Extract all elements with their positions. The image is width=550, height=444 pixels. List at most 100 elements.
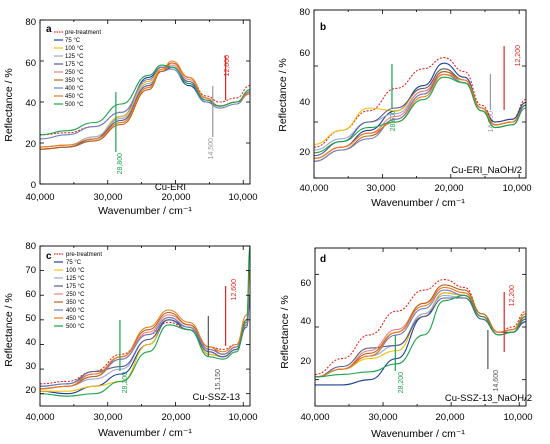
x-tick-label: 40,000 bbox=[299, 183, 328, 194]
y-tick-label: 50 bbox=[25, 313, 36, 324]
legend-label: pre-treatment bbox=[65, 30, 101, 36]
series-line bbox=[313, 57, 527, 148]
series-line bbox=[39, 64, 251, 136]
y-tick-label: 60 bbox=[25, 58, 36, 69]
legend-label: 175 °C bbox=[66, 284, 85, 290]
x-tick-label: 30,000 bbox=[93, 192, 122, 203]
plot-frame bbox=[313, 9, 527, 179]
plot-frame bbox=[39, 245, 251, 407]
legend-label: 500 °C bbox=[65, 102, 84, 108]
x-tick-label: 20,000 bbox=[434, 183, 463, 194]
series-line bbox=[314, 286, 527, 378]
y-tick-labels: 20 30 40 50 60 70 80 bbox=[25, 241, 36, 396]
y-tick-label: 60 bbox=[25, 289, 36, 300]
y-axis-label: Reflectance / % bbox=[277, 58, 289, 132]
y-tick-label: 40 bbox=[25, 98, 36, 109]
annotations: 28,200 14,600 12,200 bbox=[398, 285, 516, 394]
x-tick-labels: 40,000 30,000 20,000 10,000 bbox=[25, 412, 257, 423]
x-axis-label: Wavenumber / cm⁻¹ bbox=[98, 427, 192, 439]
annotation-label: 28,200 bbox=[122, 372, 129, 394]
annotation-label: 12,600 bbox=[231, 279, 238, 301]
legend-label: 350 °C bbox=[65, 78, 84, 84]
x-tick-label: 20,000 bbox=[161, 192, 190, 203]
legend-label: 175 °C bbox=[65, 62, 84, 68]
y-tick-label: 40 bbox=[299, 97, 310, 108]
panel-name: Cu-ERI_NaOH/2 bbox=[451, 165, 522, 176]
legend-label: 450 °C bbox=[66, 316, 85, 322]
y-tick-label: 40 bbox=[300, 316, 311, 327]
series-line bbox=[313, 73, 527, 159]
y-tick-label: 20 bbox=[299, 147, 310, 158]
x-tick-label: 30,000 bbox=[366, 183, 395, 194]
annotation-label: 28,600 bbox=[390, 110, 397, 132]
y-tick-label: 0 bbox=[31, 180, 36, 191]
panel-c: c Cu-SSZ-13 Wavenumber / cm⁻¹ Reflectanc… bbox=[3, 241, 258, 439]
panel-name: Cu-ERI bbox=[155, 182, 186, 193]
y-axis-label: Reflectance / % bbox=[3, 293, 15, 367]
panel-d: d Cu-SSZ-13_NaOH/2 Wavenumber / cm⁻¹ Ref… bbox=[279, 254, 533, 440]
legend-label: 500 °C bbox=[66, 324, 85, 330]
y-tick-label: 20 bbox=[300, 356, 311, 367]
series-line bbox=[313, 76, 527, 154]
y-tick-label: 20 bbox=[25, 385, 36, 396]
annotation-label: 12,200 bbox=[509, 285, 516, 307]
y-tick-labels: 20 40 60 bbox=[300, 278, 311, 367]
x-tick-labels: 40,000 30,000 20,000 10,000 bbox=[25, 192, 257, 203]
y-tick-label: 80 bbox=[25, 241, 36, 252]
series-line bbox=[39, 66, 251, 140]
series-line bbox=[314, 279, 527, 375]
annotation-label: 12,200 bbox=[515, 45, 522, 67]
y-tick-label: 80 bbox=[299, 7, 310, 18]
annotations: 28,800 14,500 12,600 bbox=[117, 55, 231, 175]
x-tick-label: 40,000 bbox=[300, 412, 329, 423]
legend-label: 75 °C bbox=[65, 38, 81, 44]
legend-label: 125 °C bbox=[66, 276, 85, 282]
y-tick-label: 70 bbox=[25, 265, 36, 276]
y-tick-labels: 20 40 60 80 bbox=[299, 7, 310, 158]
x-tick-label: 40,000 bbox=[25, 412, 54, 423]
annotations: 28,200 15,150 12,600 bbox=[122, 279, 238, 394]
legend: pre-treatment 75 °C 100 °C 125 °C 175 °C… bbox=[66, 252, 102, 330]
legend-label: 100 °C bbox=[65, 46, 84, 52]
panel-label: d bbox=[320, 254, 326, 265]
annotation-label: 12,600 bbox=[224, 55, 231, 77]
x-tick-label: 20,000 bbox=[435, 412, 464, 423]
legend-label: 125 °C bbox=[65, 54, 84, 60]
legend-label: 100 °C bbox=[66, 268, 85, 274]
x-tick-label: 40,000 bbox=[25, 192, 54, 203]
y-axis-label: Reflectance / % bbox=[279, 295, 291, 369]
x-tick-labels: 40,000 30,000 20,000 10,000 bbox=[299, 183, 531, 194]
annotation-label: 14,600 bbox=[493, 370, 500, 392]
panel-label: b bbox=[320, 22, 326, 33]
series-line bbox=[39, 62, 251, 136]
x-tick-label: 10,000 bbox=[503, 412, 532, 423]
x-tick-label: 30,000 bbox=[93, 412, 122, 423]
x-tick-labels: 40,000 30,000 20,000 10,000 bbox=[300, 412, 532, 423]
panel-label: c bbox=[46, 251, 52, 262]
panel-name: Cu-SSZ-13 bbox=[192, 392, 240, 403]
legend-label: 450 °C bbox=[65, 94, 84, 100]
series-line bbox=[39, 270, 251, 390]
series-line bbox=[39, 302, 251, 387]
x-axis-label: Wavenumber / cm⁻¹ bbox=[371, 197, 465, 209]
y-tick-label: 20 bbox=[25, 139, 36, 150]
legend-label: 400 °C bbox=[65, 86, 84, 92]
y-tick-label: 60 bbox=[300, 278, 311, 289]
legend-label: pre-treatment bbox=[66, 252, 102, 258]
legend-label: 250 °C bbox=[66, 292, 85, 298]
series-line bbox=[314, 294, 527, 378]
series-line bbox=[313, 62, 527, 159]
x-axis-label: Wavenumber / cm⁻¹ bbox=[98, 205, 192, 217]
annotation-label: 28,200 bbox=[398, 372, 405, 394]
y-axis-label: Reflectance / % bbox=[3, 68, 15, 142]
panel-a: a Cu-ERI Wavenumber / cm⁻¹ Reflectance /… bbox=[3, 17, 258, 217]
legend-label: 350 °C bbox=[66, 300, 85, 306]
series-line bbox=[39, 245, 251, 397]
y-tick-label: 80 bbox=[25, 17, 36, 28]
panel-label: a bbox=[46, 24, 52, 35]
x-tick-label: 20,000 bbox=[161, 412, 190, 423]
y-tick-label: 60 bbox=[299, 48, 310, 59]
legend: pre-treatment 75 °C 100 °C 125 °C 175 °C… bbox=[65, 30, 101, 108]
y-tick-label: 30 bbox=[25, 361, 36, 372]
